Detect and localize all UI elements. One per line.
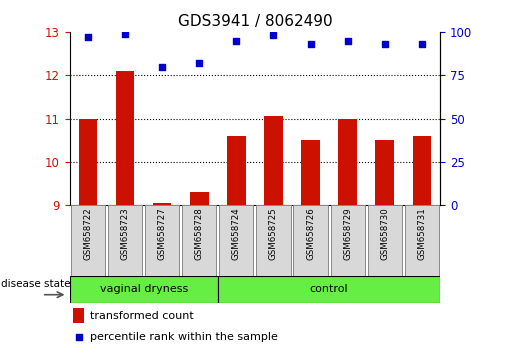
Text: control: control xyxy=(310,284,348,295)
Text: GSM658729: GSM658729 xyxy=(343,207,352,260)
Bar xyxy=(264,116,283,205)
Bar xyxy=(153,203,171,205)
Bar xyxy=(375,140,394,205)
Point xyxy=(306,41,315,47)
Point xyxy=(381,41,389,47)
Bar xyxy=(108,205,142,276)
Bar xyxy=(71,205,105,276)
Bar xyxy=(338,119,357,205)
Bar xyxy=(116,71,134,205)
Point xyxy=(195,60,203,66)
Bar xyxy=(368,205,402,276)
Point xyxy=(75,334,83,340)
Point xyxy=(121,31,129,36)
Text: GSM658723: GSM658723 xyxy=(121,207,130,260)
Point xyxy=(84,34,92,40)
Bar xyxy=(70,276,218,303)
Point xyxy=(232,38,241,44)
Bar xyxy=(227,136,246,205)
Bar xyxy=(256,205,290,276)
Bar xyxy=(301,140,320,205)
Text: GSM658728: GSM658728 xyxy=(195,207,204,260)
Bar xyxy=(73,308,84,323)
Bar xyxy=(413,136,431,205)
Text: percentile rank within the sample: percentile rank within the sample xyxy=(90,332,278,342)
Text: GSM658730: GSM658730 xyxy=(380,207,389,260)
Bar xyxy=(331,205,365,276)
Point xyxy=(158,64,166,69)
Text: GSM658726: GSM658726 xyxy=(306,207,315,260)
Text: vaginal dryness: vaginal dryness xyxy=(99,284,188,295)
Bar xyxy=(145,205,179,276)
Text: disease state: disease state xyxy=(2,279,71,289)
Text: GSM658727: GSM658727 xyxy=(158,207,167,260)
Point xyxy=(344,38,352,44)
Point xyxy=(269,33,278,38)
Text: GSM658724: GSM658724 xyxy=(232,207,241,260)
Title: GDS3941 / 8062490: GDS3941 / 8062490 xyxy=(178,14,332,29)
Bar xyxy=(219,205,253,276)
Bar xyxy=(405,205,439,276)
Bar xyxy=(79,119,97,205)
Text: GSM658722: GSM658722 xyxy=(83,207,93,260)
Text: GSM658725: GSM658725 xyxy=(269,207,278,260)
Bar xyxy=(190,192,209,205)
Bar xyxy=(218,276,440,303)
Text: transformed count: transformed count xyxy=(90,310,194,321)
Bar xyxy=(294,205,328,276)
Text: GSM658731: GSM658731 xyxy=(417,207,426,260)
Bar xyxy=(182,205,216,276)
Point xyxy=(418,41,426,47)
